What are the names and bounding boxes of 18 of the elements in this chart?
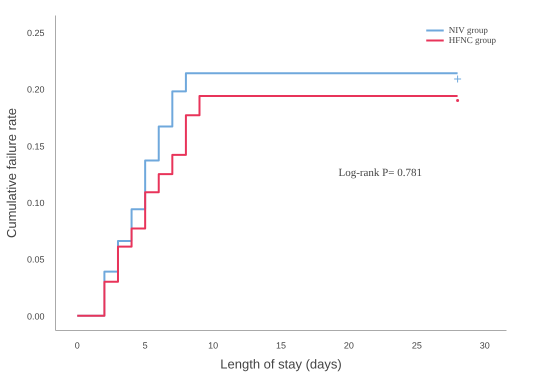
x-tick-label: 0 — [74, 340, 80, 350]
x-axis-title: Length of stay (days) — [220, 356, 342, 372]
legend-label: NIV group — [448, 25, 488, 35]
x-tick-label: 10 — [208, 340, 218, 350]
x-tick-label: 25 — [412, 340, 422, 350]
y-tick-label: 0.15 — [26, 141, 45, 152]
y-tick-label: 0.10 — [26, 198, 45, 208]
x-tick-label: 5 — [142, 340, 148, 350]
x-tick-label: 20 — [344, 340, 354, 350]
y-tick-label: 0.00 — [26, 311, 45, 322]
y-axis-title: Cumulative failure rate — [4, 108, 19, 238]
y-tick-label: 0.25 — [26, 28, 45, 38]
x-tick-label: 15 — [276, 340, 286, 350]
legend-label: HFNC group — [448, 35, 496, 45]
y-tick-label: 0.05 — [26, 254, 45, 265]
annotation: Log-rank P= 0.781 — [338, 167, 422, 179]
y-tick-label: 0.20 — [26, 84, 45, 95]
x-tick-label: 30 — [480, 340, 490, 350]
